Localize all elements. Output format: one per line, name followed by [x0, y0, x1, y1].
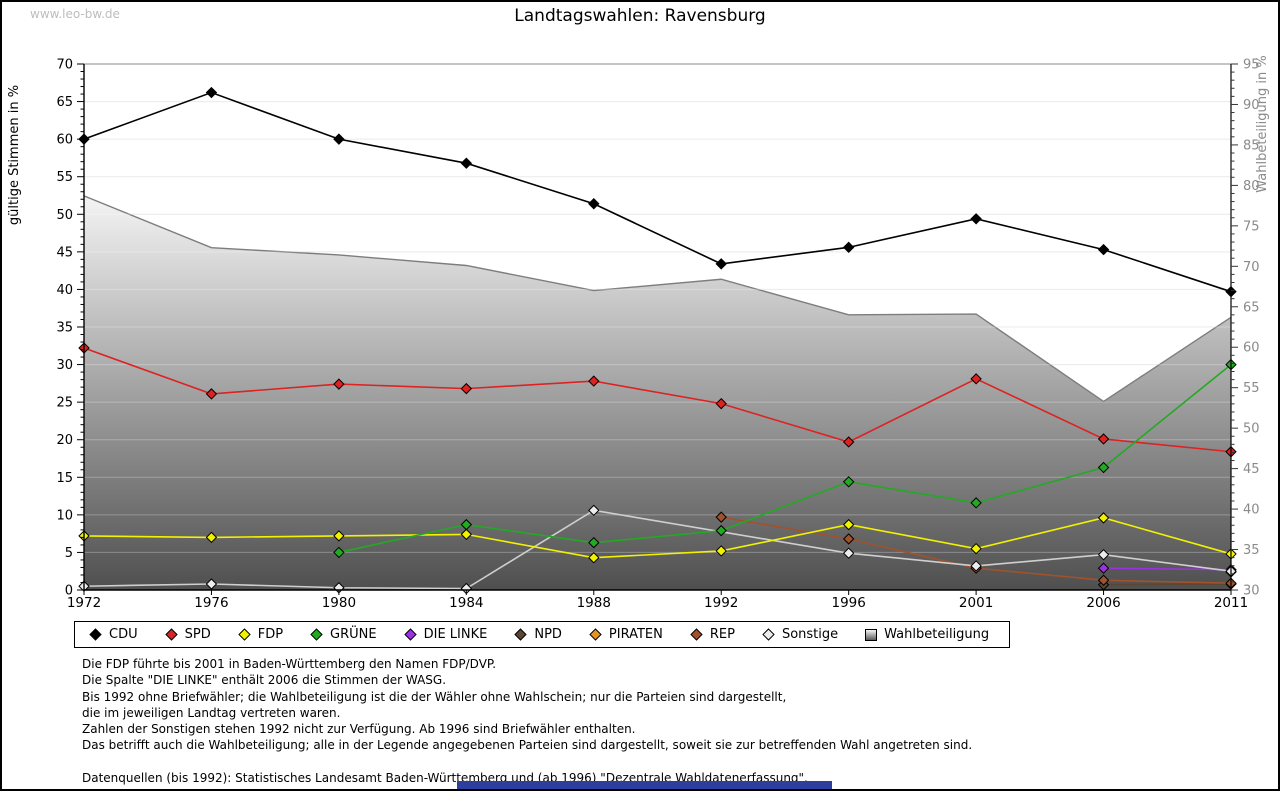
npd-marker-icon [514, 628, 528, 641]
svg-text:95: 95 [1243, 58, 1260, 73]
legend-label: FDP [257, 627, 284, 642]
svg-text:35: 35 [1243, 543, 1260, 558]
svg-text:25: 25 [56, 396, 73, 411]
y-axis-label-left: gültige Stimmen in % [7, 84, 22, 226]
footnote-line [82, 754, 972, 770]
legend-label: Wahlbeteiligung [884, 627, 990, 642]
svg-text:1972: 1972 [67, 595, 101, 611]
gr-ne-marker-icon [310, 628, 323, 641]
svg-text:5: 5 [65, 546, 73, 561]
legend-item-cdu: CDU [89, 627, 138, 642]
svg-text:35: 35 [56, 321, 73, 336]
svg-text:75: 75 [1243, 219, 1260, 234]
legend-item-rep: REP [690, 627, 735, 642]
footnotes: Die FDP führte bis 2001 in Baden-Württem… [82, 656, 972, 786]
svg-text:65: 65 [56, 95, 73, 110]
legend-label: PIRATEN [608, 627, 663, 642]
svg-text:45: 45 [56, 245, 73, 260]
page-title: Landtagswahlen: Ravensburg [514, 6, 766, 26]
footnote-line: Bis 1992 ohne Briefwähler; die Wahlbetei… [82, 689, 787, 704]
legend-label: REP [709, 627, 735, 642]
legend-item-gr-ne: GRÜNE [310, 627, 377, 642]
legend-item-piraten: PIRATEN [589, 627, 663, 642]
svg-text:50: 50 [1243, 422, 1260, 437]
svg-text:55: 55 [1243, 381, 1260, 396]
footer-bar [457, 781, 832, 789]
y-axis-label-right: Wahlbeteiligung in % [1255, 55, 1270, 193]
svg-text:60: 60 [1243, 341, 1260, 356]
legend-item-spd: SPD [164, 627, 211, 642]
footnote-line: Zahlen der Sonstigen stehen 1992 nicht z… [82, 722, 636, 737]
legend-item-die-linke: DIE LINKE [403, 627, 488, 642]
svg-text:1996: 1996 [831, 595, 865, 611]
svg-text:90: 90 [1243, 98, 1260, 113]
watermark: www.leo-bw.de [30, 7, 120, 21]
svg-text:65: 65 [1243, 300, 1260, 315]
svg-text:1976: 1976 [194, 595, 228, 611]
die-linke-marker-icon [403, 628, 417, 641]
svg-text:1984: 1984 [449, 595, 483, 611]
svg-text:2006: 2006 [1086, 595, 1120, 611]
svg-text:70: 70 [56, 58, 73, 73]
svg-text:20: 20 [56, 433, 73, 448]
svg-text:1988: 1988 [577, 595, 611, 611]
svg-text:1980: 1980 [322, 595, 356, 611]
election-line-chart: 0 5 10 15 20 25 30 35 40 45 50 55 60 65 70 30 35 40 45 50 55… [56, 58, 1259, 612]
cdu-marker-icon [89, 628, 102, 641]
footnote-line: die im jeweiligen Landtag vertreten ware… [82, 705, 341, 720]
wahlbeteiligung-marker-icon [865, 628, 878, 641]
svg-text:1992: 1992 [704, 595, 738, 611]
legend-item-fdp: FDP [238, 627, 283, 642]
sonstige-marker-icon [762, 628, 775, 641]
svg-text:40: 40 [56, 283, 73, 298]
footnote-line: Das betrifft auch die Wahlbeteiligung; a… [82, 738, 973, 753]
legend-label: GRÜNE [330, 627, 377, 642]
series-fdp [78, 512, 1237, 564]
legend-label: DIE LINKE [423, 627, 488, 642]
svg-text:40: 40 [1243, 503, 1260, 518]
legend-item-npd: NPD [514, 627, 562, 642]
rep-marker-icon [690, 628, 703, 641]
legend-label: CDU [109, 627, 138, 642]
legend-label: Sonstige [781, 627, 839, 642]
svg-text:0: 0 [65, 584, 73, 599]
svg-text:60: 60 [56, 133, 73, 148]
legend-item-sonstige: Sonstige [762, 627, 838, 642]
legend-label: NPD [534, 627, 562, 642]
svg-text:45: 45 [1243, 462, 1260, 477]
series-cdu [78, 86, 1237, 298]
svg-text:70: 70 [1243, 260, 1260, 275]
svg-text:85: 85 [1243, 138, 1260, 153]
svg-text:2011: 2011 [1214, 595, 1248, 611]
piraten-marker-icon [589, 628, 602, 641]
legend-label: SPD [184, 627, 211, 642]
svg-text:30: 30 [56, 358, 73, 373]
series-spd [78, 342, 1237, 458]
svg-text:50: 50 [56, 208, 73, 223]
legend-item-wahlbeteiligung: Wahlbeteiligung [865, 627, 989, 642]
axes: 0 5 10 15 20 25 30 35 40 45 50 55 60 65 70 30 35 40 45 50 55… [56, 58, 1259, 612]
svg-text:30: 30 [1243, 584, 1260, 599]
svg-text:10: 10 [56, 508, 73, 523]
chart-legend: CDU SPD FDP GRÜNE DIE LINKE NPD PIRATEN REP Sons… [74, 621, 1010, 648]
svg-text:80: 80 [1243, 179, 1260, 194]
gridline-overlay [84, 101, 1231, 553]
fdp-marker-icon [238, 628, 251, 641]
footnote-line: Die Spalte "DIE LINKE" enthält 2006 die … [82, 673, 447, 688]
svg-text:15: 15 [56, 471, 73, 486]
svg-text:2001: 2001 [959, 595, 993, 611]
spd-marker-icon [164, 628, 178, 641]
footnote-line: Die FDP führte bis 2001 in Baden-Württem… [82, 657, 497, 671]
svg-text:55: 55 [56, 170, 73, 185]
